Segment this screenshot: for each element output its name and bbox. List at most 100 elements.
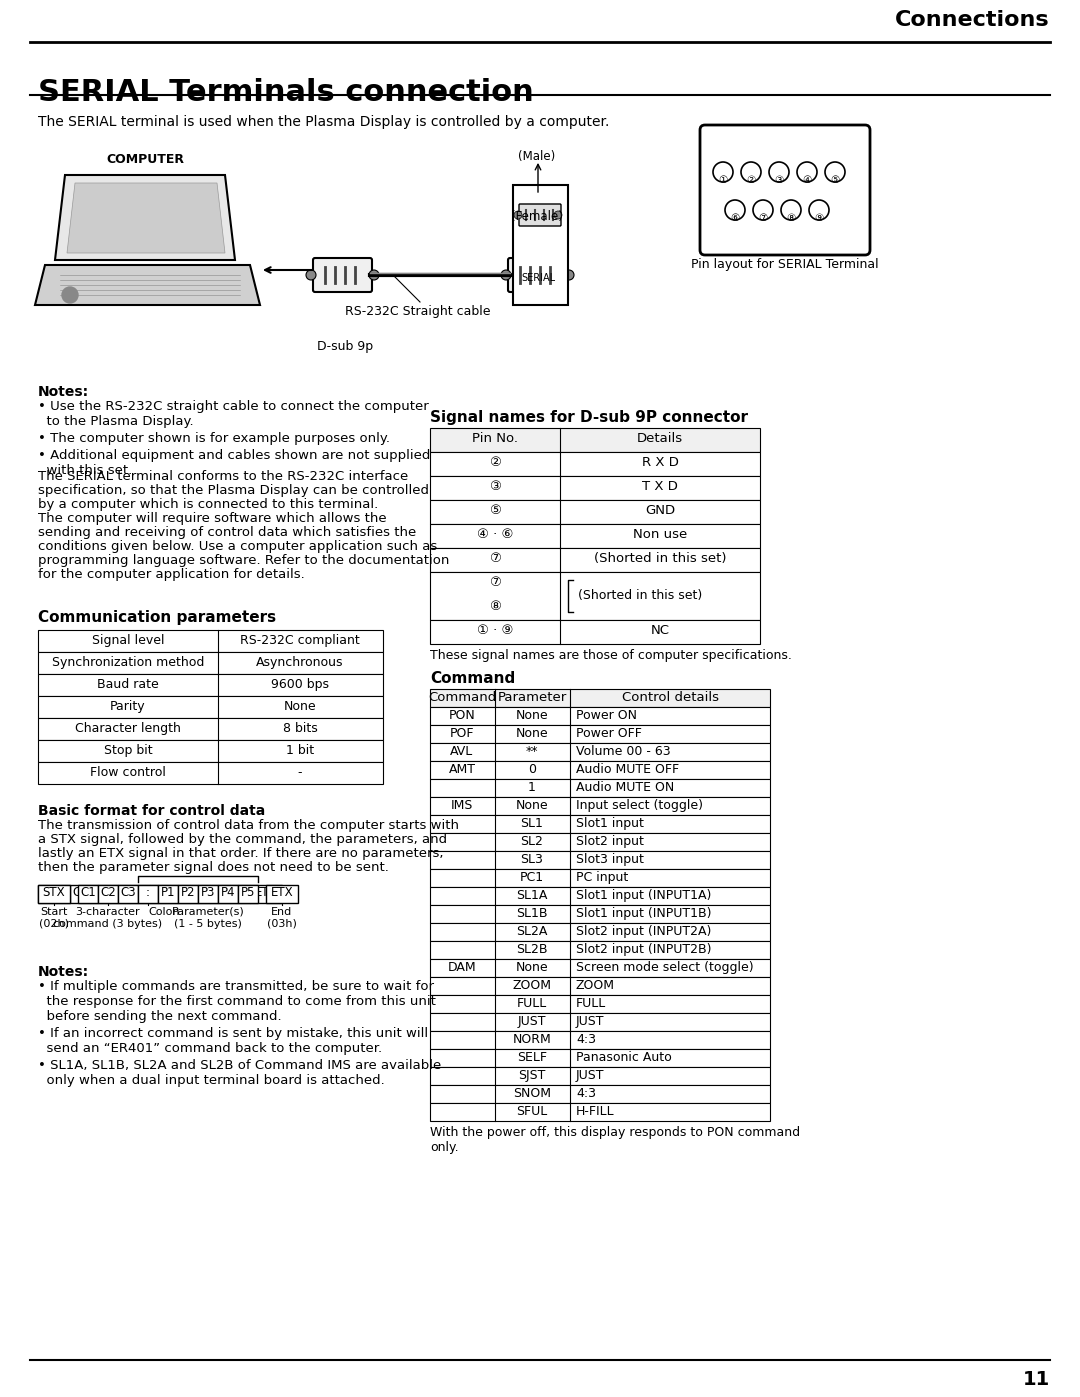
Text: specification, so that the Plasma Display can be controlled: specification, so that the Plasma Displa… — [38, 483, 429, 497]
FancyBboxPatch shape — [519, 204, 561, 226]
Bar — [430, 524, 760, 548]
Text: COMPUTER: COMPUTER — [106, 154, 184, 166]
Text: NORM: NORM — [513, 1032, 552, 1046]
Text: ⑧: ⑧ — [489, 599, 501, 613]
Bar — [38, 630, 383, 652]
Text: The computer will require software which allows the: The computer will require software which… — [38, 511, 387, 525]
Bar — [70, 886, 90, 902]
Bar — [230, 886, 249, 902]
Bar — [98, 886, 118, 902]
Text: • If multiple commands are transmitted, be sure to wait for
  the response for t: • If multiple commands are transmitted, … — [38, 981, 436, 1023]
Text: Screen mode select (toggle): Screen mode select (toggle) — [576, 961, 754, 974]
Bar — [38, 740, 383, 761]
Text: The SERIAL terminal is used when the Plasma Display is controlled by a computer.: The SERIAL terminal is used when the Pla… — [38, 115, 609, 129]
Text: DAM: DAM — [448, 961, 476, 974]
Bar — [430, 707, 770, 725]
Text: Slot2 input: Slot2 input — [576, 835, 644, 848]
Circle shape — [306, 270, 316, 279]
Bar — [38, 673, 383, 696]
Text: ⑤: ⑤ — [489, 504, 501, 517]
Bar — [430, 761, 770, 780]
Bar — [38, 696, 383, 718]
Text: The SERIAL terminal conforms to the RS-232C interface: The SERIAL terminal conforms to the RS-2… — [38, 469, 408, 483]
Text: C1: C1 — [80, 886, 96, 900]
Text: C2: C2 — [92, 886, 108, 900]
Bar — [430, 958, 770, 977]
Text: P1: P1 — [152, 886, 167, 900]
Bar — [430, 814, 770, 833]
Text: Stop bit: Stop bit — [104, 745, 152, 757]
FancyBboxPatch shape — [313, 258, 372, 292]
Text: Power ON: Power ON — [576, 710, 637, 722]
Bar — [430, 851, 770, 869]
Bar — [430, 942, 770, 958]
Bar — [430, 427, 760, 453]
Text: Non use: Non use — [633, 528, 687, 541]
Bar — [130, 886, 150, 902]
Text: ⑤: ⑤ — [831, 175, 839, 184]
Bar — [430, 1031, 770, 1049]
Text: SL2: SL2 — [521, 835, 543, 848]
Text: 1 bit: 1 bit — [286, 745, 314, 757]
Bar — [430, 869, 770, 887]
Bar — [118, 886, 138, 902]
Bar — [38, 761, 383, 784]
Text: 4:3: 4:3 — [576, 1032, 596, 1046]
Circle shape — [809, 200, 829, 219]
Text: ④: ④ — [802, 175, 812, 184]
Text: Communication parameters: Communication parameters — [38, 610, 276, 624]
Text: H-FILL: H-FILL — [576, 1105, 615, 1118]
Bar — [430, 977, 770, 995]
Text: ①: ① — [718, 175, 728, 184]
Bar — [198, 886, 218, 902]
Text: Volume 00 - 63: Volume 00 - 63 — [576, 745, 671, 759]
Text: ⑧: ⑧ — [786, 212, 796, 224]
Text: SNOM: SNOM — [513, 1087, 551, 1099]
Text: ETX: ETX — [255, 886, 278, 900]
Text: C2: C2 — [100, 886, 116, 900]
Text: RS-232C Straight cable: RS-232C Straight cable — [345, 305, 490, 319]
Text: • If an incorrect command is sent by mistake, this unit will
  send an “ER401” c: • If an incorrect command is sent by mis… — [38, 1027, 428, 1055]
Text: ④ · ⑥: ④ · ⑥ — [476, 528, 513, 541]
Bar — [178, 886, 198, 902]
Bar — [430, 725, 770, 743]
Text: STX: STX — [43, 886, 65, 900]
Text: ⑦: ⑦ — [489, 576, 501, 590]
Bar — [430, 500, 760, 524]
Text: for the computer application for details.: for the computer application for details… — [38, 569, 305, 581]
Bar — [430, 743, 770, 761]
Text: Audio MUTE OFF: Audio MUTE OFF — [576, 763, 679, 775]
Text: ⑦: ⑦ — [489, 552, 501, 564]
Bar — [430, 571, 760, 620]
Text: sending and receiving of control data which satisfies the: sending and receiving of control data wh… — [38, 527, 416, 539]
Text: (Shorted in this set): (Shorted in this set) — [594, 552, 726, 564]
Text: Connections: Connections — [895, 10, 1050, 29]
Bar — [430, 780, 770, 798]
Text: Baud rate: Baud rate — [97, 678, 159, 692]
Text: POF: POF — [449, 726, 474, 740]
Text: PC1: PC1 — [519, 870, 544, 884]
Polygon shape — [67, 183, 225, 253]
Text: Input select (toggle): Input select (toggle) — [576, 799, 703, 812]
Bar — [430, 620, 760, 644]
Bar — [430, 1085, 770, 1104]
Text: AMT: AMT — [448, 763, 475, 775]
Text: SL1B: SL1B — [516, 907, 548, 921]
Bar — [430, 1104, 770, 1120]
Text: P3: P3 — [201, 886, 215, 900]
Text: 4:3: 4:3 — [576, 1087, 596, 1099]
Text: Parity: Parity — [110, 700, 146, 712]
Text: GND: GND — [645, 504, 675, 517]
Text: programming language software. Refer to the documentation: programming language software. Refer to … — [38, 555, 449, 567]
Circle shape — [781, 200, 801, 219]
Text: P1: P1 — [161, 886, 175, 900]
Circle shape — [753, 200, 773, 219]
Bar — [430, 798, 770, 814]
Text: Slot2 input (INPUT2A): Slot2 input (INPUT2A) — [576, 925, 712, 937]
Text: 3-character
command (3 bytes): 3-character command (3 bytes) — [53, 907, 163, 929]
Text: The transmission of control data from the computer starts with: The transmission of control data from th… — [38, 819, 459, 833]
Circle shape — [62, 286, 78, 303]
Bar — [238, 886, 258, 902]
Text: Audio MUTE ON: Audio MUTE ON — [576, 781, 674, 793]
Bar — [430, 923, 770, 942]
